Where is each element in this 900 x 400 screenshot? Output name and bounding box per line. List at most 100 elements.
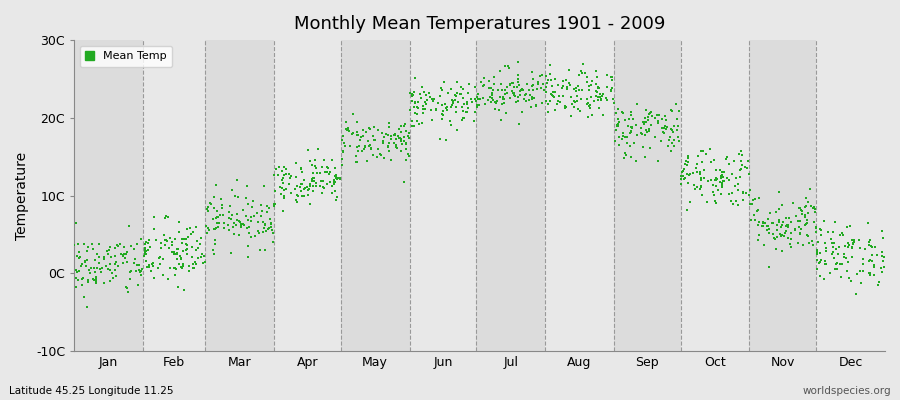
Point xyxy=(360,158,374,164)
Point xyxy=(230,177,244,183)
Point xyxy=(570,93,584,99)
Point xyxy=(399,157,413,164)
Point xyxy=(505,88,519,94)
Point xyxy=(404,92,419,99)
Point xyxy=(305,176,320,182)
Point xyxy=(661,143,675,150)
Point xyxy=(742,171,756,178)
Point xyxy=(505,79,519,86)
Point xyxy=(154,245,168,252)
Point xyxy=(356,148,370,154)
Point xyxy=(449,108,464,115)
Point xyxy=(422,90,436,96)
Point xyxy=(363,143,377,149)
Point xyxy=(454,91,469,97)
Point xyxy=(485,87,500,93)
Point xyxy=(327,181,341,187)
Point xyxy=(343,142,357,149)
Point xyxy=(363,142,377,149)
Point xyxy=(182,262,196,269)
Point xyxy=(371,146,385,152)
Point xyxy=(566,98,580,104)
Point xyxy=(76,241,91,248)
Point xyxy=(257,221,272,227)
Point xyxy=(791,224,806,230)
Point xyxy=(810,266,824,272)
Point xyxy=(290,192,304,198)
Point xyxy=(135,266,149,272)
Point xyxy=(756,223,770,230)
Point xyxy=(227,220,241,226)
Point xyxy=(594,96,608,102)
Point xyxy=(386,140,400,146)
Point xyxy=(862,239,877,246)
Point xyxy=(813,273,827,279)
Point xyxy=(147,275,161,281)
Point xyxy=(173,253,187,259)
Point xyxy=(655,124,670,131)
Point xyxy=(318,168,332,175)
Point xyxy=(288,186,302,192)
Point xyxy=(127,260,141,266)
Point xyxy=(216,212,230,218)
Point xyxy=(476,83,491,90)
Point xyxy=(510,76,525,82)
Point xyxy=(809,229,824,235)
Point xyxy=(68,266,83,273)
Point xyxy=(363,125,377,132)
Point xyxy=(108,252,122,259)
Point xyxy=(852,244,867,251)
Point xyxy=(295,181,310,188)
Point xyxy=(207,226,221,232)
Point xyxy=(269,166,284,172)
Point xyxy=(179,250,194,257)
Point xyxy=(277,187,292,193)
Point xyxy=(301,187,315,193)
Point xyxy=(639,127,653,133)
Point xyxy=(555,93,570,99)
Point xyxy=(325,183,339,190)
Point xyxy=(670,134,685,140)
Point xyxy=(719,174,733,181)
Point xyxy=(123,276,138,282)
Point xyxy=(459,108,473,115)
Point xyxy=(242,230,256,237)
Point xyxy=(769,245,783,252)
Point xyxy=(834,230,849,236)
Point xyxy=(195,260,210,266)
Point xyxy=(267,171,282,178)
Point xyxy=(354,134,368,140)
Point xyxy=(261,226,275,232)
Point xyxy=(695,192,709,198)
Point xyxy=(338,119,353,126)
Point xyxy=(535,100,549,106)
Point xyxy=(724,190,739,196)
Point xyxy=(814,257,828,264)
Point xyxy=(496,94,510,101)
Point xyxy=(498,91,512,97)
Point xyxy=(225,187,239,194)
Point xyxy=(580,114,595,121)
Point xyxy=(775,222,789,228)
Point xyxy=(332,175,347,181)
Point xyxy=(166,249,180,256)
Point xyxy=(516,87,530,94)
Point xyxy=(590,97,605,103)
Point xyxy=(611,121,625,128)
Point xyxy=(484,99,499,105)
Point xyxy=(179,235,194,242)
Point xyxy=(661,124,675,130)
Point xyxy=(850,271,864,277)
Point xyxy=(611,116,625,123)
Point xyxy=(715,184,729,190)
Point xyxy=(461,90,475,96)
Point xyxy=(865,252,879,258)
Point xyxy=(308,162,322,169)
Point xyxy=(525,69,539,75)
Point xyxy=(142,264,157,270)
Point xyxy=(275,180,290,186)
Point xyxy=(670,101,684,108)
Bar xyxy=(74,40,143,351)
Point xyxy=(664,126,679,132)
Point xyxy=(264,220,278,226)
